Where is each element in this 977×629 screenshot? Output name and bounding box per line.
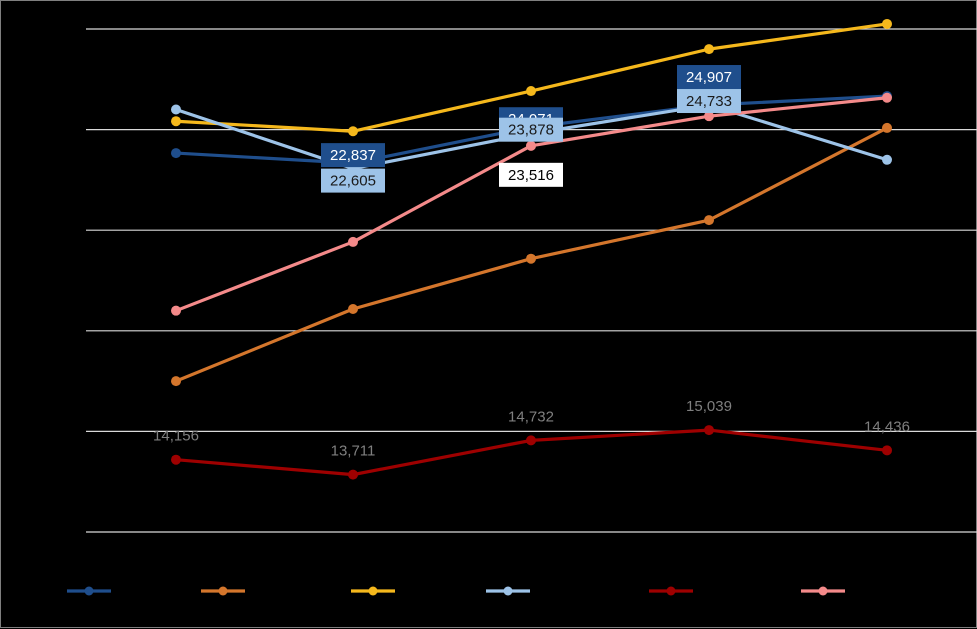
data-point [171, 104, 181, 115]
data-label-box [677, 89, 741, 114]
legend-marker [218, 586, 228, 596]
data-point [526, 435, 536, 446]
data-label: 23,516 [508, 167, 554, 184]
data-point [348, 236, 358, 247]
data-point [171, 376, 181, 387]
data-label-box [499, 162, 563, 187]
data-labels: 22,83724,07124,90722,60523,87824,73314,1… [153, 65, 910, 460]
data-point [171, 116, 181, 127]
data-point [704, 425, 714, 436]
data-label: 23,878 [508, 122, 554, 139]
data-label-box [321, 168, 385, 193]
data-point [348, 469, 358, 480]
data-point [882, 122, 892, 133]
data-point [704, 111, 714, 122]
data-point [882, 18, 892, 29]
legend-marker [84, 586, 94, 596]
data-point [882, 92, 892, 103]
data-point [526, 140, 536, 151]
data-label: 15,039 [686, 398, 732, 415]
gridlines [86, 28, 977, 533]
legend-marker [368, 586, 378, 596]
data-point [704, 215, 714, 226]
legend [67, 586, 845, 596]
data-label: 14,436 [864, 418, 910, 435]
data-point [171, 454, 181, 465]
data-point [526, 253, 536, 264]
data-label-box [321, 143, 385, 168]
data-label: 14,732 [508, 408, 554, 425]
data-point [704, 44, 714, 55]
data-point [348, 304, 358, 315]
legend-marker [666, 586, 676, 596]
data-label: 22,605 [330, 173, 376, 190]
data-label: 14,156 [153, 428, 199, 445]
data-label: 24,907 [686, 69, 732, 86]
data-point [348, 126, 358, 137]
data-point [882, 154, 892, 165]
data-label-box [499, 117, 563, 142]
data-label: 24,733 [686, 93, 732, 110]
data-label: 22,837 [330, 147, 376, 164]
data-label: 13,711 [331, 443, 376, 460]
legend-marker [503, 586, 513, 596]
data-point [882, 445, 892, 456]
data-point [171, 305, 181, 316]
legend-marker [818, 586, 828, 596]
data-point [526, 86, 536, 97]
data-label-box [677, 65, 741, 90]
data-point [171, 148, 181, 159]
